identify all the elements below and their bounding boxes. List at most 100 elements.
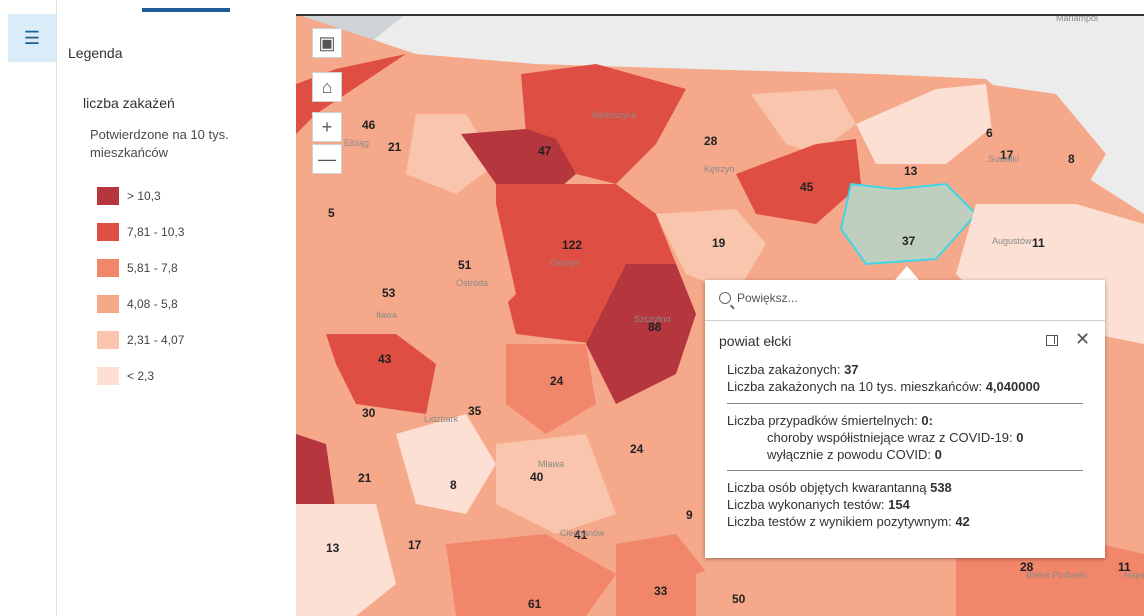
close-icon[interactable]: ✕ xyxy=(1075,329,1091,349)
zoom-to-label: Powiększ... xyxy=(737,291,798,305)
zoom-in-icon: + xyxy=(321,116,333,137)
map-top-border xyxy=(296,14,1144,16)
legend-label: 5,81 - 7,8 xyxy=(127,261,178,275)
district-value-label: 17 xyxy=(1000,148,1014,162)
basemap-icon: ▣ xyxy=(318,32,336,53)
legend-swatch xyxy=(97,295,119,313)
positive-row: Liczba testów z wynikiem pozytywnym: 42 xyxy=(727,514,970,529)
district-value-label: 50 xyxy=(732,592,746,606)
place-name-label: Bielsk Podlaski xyxy=(1026,570,1087,580)
district-value-label: 47 xyxy=(538,144,552,158)
district-value-label: 40 xyxy=(530,470,544,484)
tests-row: Liczba wykonanych testów: 154 xyxy=(727,497,910,512)
covid-only-row: wyłącznie z powodu COVID: 0 xyxy=(767,447,942,462)
place-name-label: Hajnówka xyxy=(1124,570,1144,580)
place-name-label: Mława xyxy=(538,459,565,469)
district-value-label: 13 xyxy=(326,541,340,555)
popup-separator xyxy=(727,403,1083,404)
district-value-label: 19 xyxy=(712,236,726,250)
cases-per10k-value: 4,040000 xyxy=(985,379,1040,394)
legend-item: 5,81 - 7,8 xyxy=(97,258,178,278)
cases-per10k-row: Liczba zakażonych na 10 tys. mieszkańców… xyxy=(727,379,1040,394)
cases-per10k-label: Liczba zakażonych na 10 tys. mieszkańców… xyxy=(727,379,983,394)
positive-label: Liczba testów z wynikiem pozytywnym: xyxy=(727,514,952,529)
district-value-label: 53 xyxy=(382,286,396,300)
district-value-label: 51 xyxy=(458,258,472,272)
basemap-gallery-button[interactable]: ▣ xyxy=(312,28,342,58)
popup-title: powiat ełcki xyxy=(719,333,792,349)
district-value-label: 41 xyxy=(574,528,588,542)
dock-icon[interactable] xyxy=(1046,335,1058,346)
place-name-label: Szczytno xyxy=(634,314,671,324)
place-name-label: Iława xyxy=(376,310,398,320)
zoom-to-button[interactable]: Powiększ... xyxy=(719,291,798,305)
place-name-label: Olsztyn xyxy=(550,258,581,268)
place-name-label: Bartoszyce xyxy=(592,110,637,120)
cases-value: 37 xyxy=(844,362,859,377)
legend-item: 4,08 - 5,8 xyxy=(97,294,178,314)
popup-divider xyxy=(705,320,1105,321)
legend-swatch xyxy=(97,259,119,277)
place-name-label: Ostróda xyxy=(456,278,489,288)
legend-title: Legenda xyxy=(68,45,123,61)
place-name-label: Lidzbark xyxy=(424,414,459,424)
quarantine-value: 538 xyxy=(930,480,952,495)
zoom-out-button[interactable]: — xyxy=(312,144,342,174)
place-name-label: Ciechanów xyxy=(560,528,605,538)
legend-label: 2,31 - 4,07 xyxy=(127,333,185,347)
deaths-label: Liczba przypadków śmiertelnych: xyxy=(727,413,918,428)
district-value-label: 21 xyxy=(388,140,402,154)
district-value-label: 11 xyxy=(1032,236,1045,250)
layer-title: liczba zakażeń xyxy=(83,95,175,111)
district-value-label: 6 xyxy=(986,126,993,140)
legend-swatch xyxy=(97,187,119,205)
district-value-label: 33 xyxy=(654,584,668,598)
district-value-label: 5 xyxy=(328,206,335,220)
cases-row: Liczba zakażonych: 37 xyxy=(727,362,859,377)
active-tab-indicator xyxy=(142,8,230,12)
deaths-value: 0: xyxy=(921,413,933,428)
district-value-label: 30 xyxy=(362,406,376,420)
legend-item: > 10,3 xyxy=(97,186,161,206)
comorb-value: 0 xyxy=(1016,430,1024,445)
cases-label: Liczba zakażonych: xyxy=(727,362,841,377)
legend-toggle-button[interactable]: ☰ xyxy=(8,14,56,62)
district-value-label: 24 xyxy=(630,442,644,456)
district-value-label: 24 xyxy=(550,374,564,388)
district-value-label: 17 xyxy=(408,538,422,552)
comorb-label: choroby współistniejące wraz z COVID-19: xyxy=(767,430,1013,445)
list-icon: ☰ xyxy=(23,28,41,48)
legend-panel: Legenda liczba zakażeń Potwierdzone na 1… xyxy=(57,14,296,616)
field-label: Potwierdzone na 10 tys. mieszkańców xyxy=(90,127,229,160)
home-button[interactable]: ⌂ xyxy=(312,72,342,102)
legend-item: 2,31 - 4,07 xyxy=(97,330,184,350)
place-name-label: Suwałki xyxy=(988,154,1020,164)
place-name-label: Elbląg xyxy=(344,138,370,148)
place-name-label: Kętrzyn xyxy=(704,164,735,174)
district-value-label: 28 xyxy=(1020,560,1034,574)
district-value-label: 61 xyxy=(528,597,542,611)
district-value-label: 45 xyxy=(800,180,814,194)
tests-label: Liczba wykonanych testów: xyxy=(727,497,885,512)
district-value-label: 8 xyxy=(1068,152,1075,166)
district-value-label: 8 xyxy=(450,478,457,492)
district-value-label: 122 xyxy=(562,238,583,252)
district-value-label: 28 xyxy=(704,134,718,148)
deaths-row: Liczba przypadków śmiertelnych: 0: xyxy=(727,413,933,428)
place-label-mariampol: Mariampol xyxy=(1056,14,1099,23)
side-rail: ☰ xyxy=(0,0,57,616)
quarantine-row: Liczba osób objętych kwarantanną 538 xyxy=(727,480,952,495)
covid-only-label: wyłącznie z powodu COVID: xyxy=(767,447,932,462)
zoom-in-button[interactable]: + xyxy=(312,112,342,142)
popup-pointer xyxy=(895,266,919,280)
district-value-label: 35 xyxy=(468,404,482,418)
district-value-label: 88 xyxy=(648,320,662,334)
home-icon: ⌂ xyxy=(321,76,333,97)
covid-only-value: 0 xyxy=(934,447,942,462)
legend-label: 7,81 - 10,3 xyxy=(127,225,185,239)
legend-item: < 2,3 xyxy=(97,366,154,386)
district-value-label: 21 xyxy=(358,471,372,485)
legend-item: 7,81 - 10,3 xyxy=(97,222,184,242)
comorb-row: choroby współistniejące wraz z COVID-19:… xyxy=(767,430,1024,445)
district-value-label: 46 xyxy=(362,118,376,132)
